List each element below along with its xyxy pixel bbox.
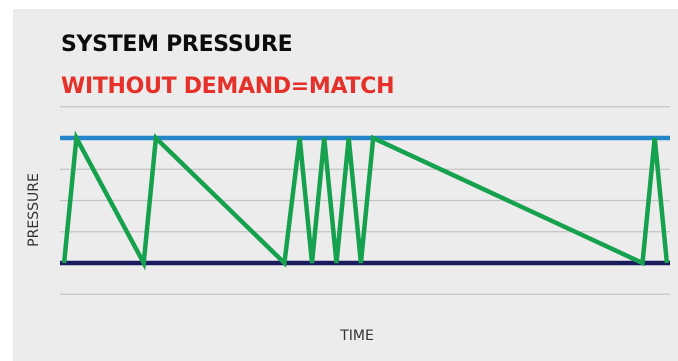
- chart-title: SYSTEM PRESSURE: [61, 32, 293, 57]
- chart-subtitle: WITHOUT DEMAND=MATCH: [61, 74, 395, 99]
- series-pressure: [61, 130, 670, 271]
- y-axis-label: PRESSURE: [26, 173, 42, 247]
- pressure-series-line: [61, 130, 670, 271]
- reference-lines: [60, 135, 670, 266]
- x-axis-label: TIME: [339, 328, 374, 344]
